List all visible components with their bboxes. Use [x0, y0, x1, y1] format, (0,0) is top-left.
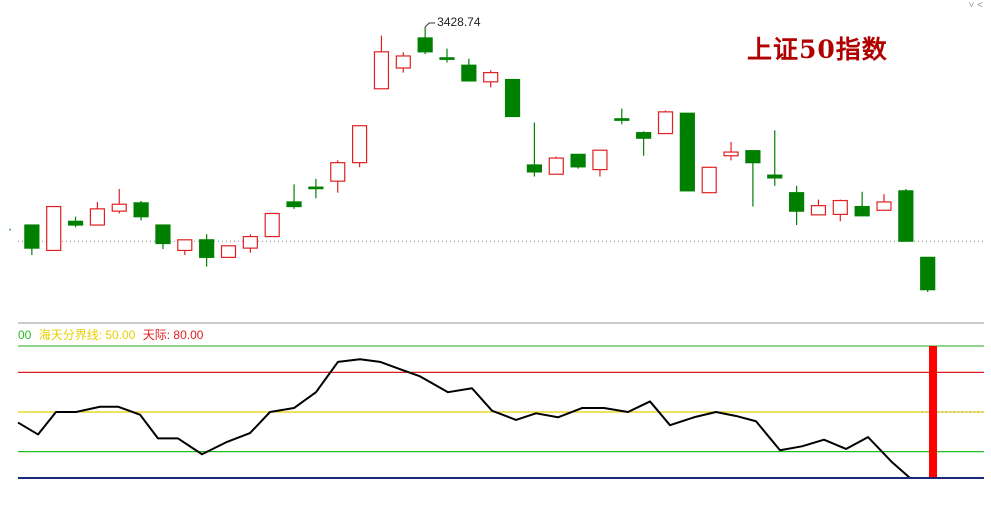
candle: [352, 125, 368, 168]
candle: [286, 184, 302, 209]
candle-body: [395, 55, 411, 69]
candle-body: [504, 78, 521, 118]
oscillator-layer: [17, 345, 984, 479]
candle-body: [526, 164, 543, 173]
candle: [548, 156, 564, 175]
candle: [854, 191, 870, 217]
annotation-pointer: [424, 22, 436, 28]
legend-item-sky: 天际: 80.00: [142, 328, 204, 342]
candle: [24, 224, 40, 256]
candle: [242, 234, 258, 253]
legend-item-value: 00: [18, 328, 32, 342]
candle-body: [701, 166, 717, 194]
candle-body: [854, 205, 870, 217]
candle-body: [810, 205, 827, 216]
candle: [767, 130, 783, 186]
oscillator-legend: 00 海天分界线: 50.00 天际: 80.00: [18, 326, 207, 343]
current-marker-bar: [929, 346, 937, 478]
candle-body: [745, 150, 761, 164]
candle-body: [220, 245, 237, 258]
candle-body: [155, 224, 171, 245]
candle: [898, 189, 914, 242]
candle: [570, 153, 586, 169]
candle-body: [788, 192, 805, 212]
candle-body: [89, 208, 106, 226]
candle-body: [461, 64, 477, 82]
candle: [308, 178, 324, 199]
candle-body: [483, 72, 499, 83]
candle: [526, 122, 543, 177]
candle-body: [24, 224, 40, 249]
candle: [330, 160, 346, 193]
candle-body: [898, 190, 914, 242]
candle: [373, 35, 390, 90]
candle-body: [111, 203, 127, 212]
oscillator-line: [17, 358, 932, 479]
candle-body: [330, 162, 346, 182]
candle: [679, 112, 695, 192]
candle: [614, 108, 630, 125]
candle-body: [876, 201, 892, 211]
candle: [592, 149, 608, 177]
candle-body: [832, 199, 848, 216]
candle-body: [177, 239, 193, 252]
candle: [89, 201, 106, 226]
candle: [133, 201, 149, 221]
max-price-label: 3428.74: [437, 15, 481, 29]
candle: [220, 245, 237, 258]
candle: [723, 141, 739, 161]
candle: [920, 256, 936, 292]
candle-body: [614, 118, 630, 121]
candle-body: [679, 112, 695, 192]
candle: [199, 234, 215, 267]
candle: [395, 52, 411, 73]
candle-body: [920, 256, 936, 291]
candle: [832, 199, 848, 222]
candle-body: [439, 57, 455, 60]
candle: [483, 70, 499, 88]
candle: [177, 239, 193, 256]
candle: [111, 189, 127, 214]
candle: [701, 166, 717, 194]
legend-item-boundary: 海天分界线: 50.00: [38, 328, 136, 342]
candle: [636, 131, 652, 156]
candle: [657, 110, 674, 135]
candle: [788, 185, 805, 226]
candle-body: [767, 174, 783, 179]
candle-body: [657, 111, 674, 135]
candle: [155, 224, 171, 250]
candle: [504, 78, 521, 118]
candle: [417, 27, 433, 55]
candle-body: [308, 186, 324, 190]
candle-body: [352, 125, 368, 164]
candle-body: [133, 202, 149, 218]
max-price-annotation: 3428.74: [424, 15, 481, 29]
candle: [46, 205, 62, 252]
candle-body: [264, 212, 280, 238]
candle-body: [592, 149, 608, 171]
candle-body: [548, 157, 564, 175]
candle-body: [242, 235, 258, 249]
candle-body: [570, 153, 586, 168]
candle-body: [417, 37, 433, 53]
candle-body: [373, 51, 390, 90]
candle: [67, 216, 84, 228]
window-controls[interactable]: ˅ ˂: [968, 0, 983, 11]
candle-body: [636, 132, 652, 139]
candle: [461, 58, 477, 82]
candle-body: [67, 220, 84, 226]
candle: [745, 150, 761, 207]
candle-body: [199, 239, 215, 258]
candle: [439, 48, 455, 63]
candle: [264, 212, 280, 238]
chart-title: 上证50指数: [747, 35, 888, 64]
candle-body: [723, 151, 739, 157]
candle: [876, 194, 892, 211]
candle-body: [286, 201, 302, 208]
candle-body: [46, 205, 62, 252]
candle: [810, 199, 827, 216]
candlestick-layer: 3428.74: [9, 15, 984, 292]
